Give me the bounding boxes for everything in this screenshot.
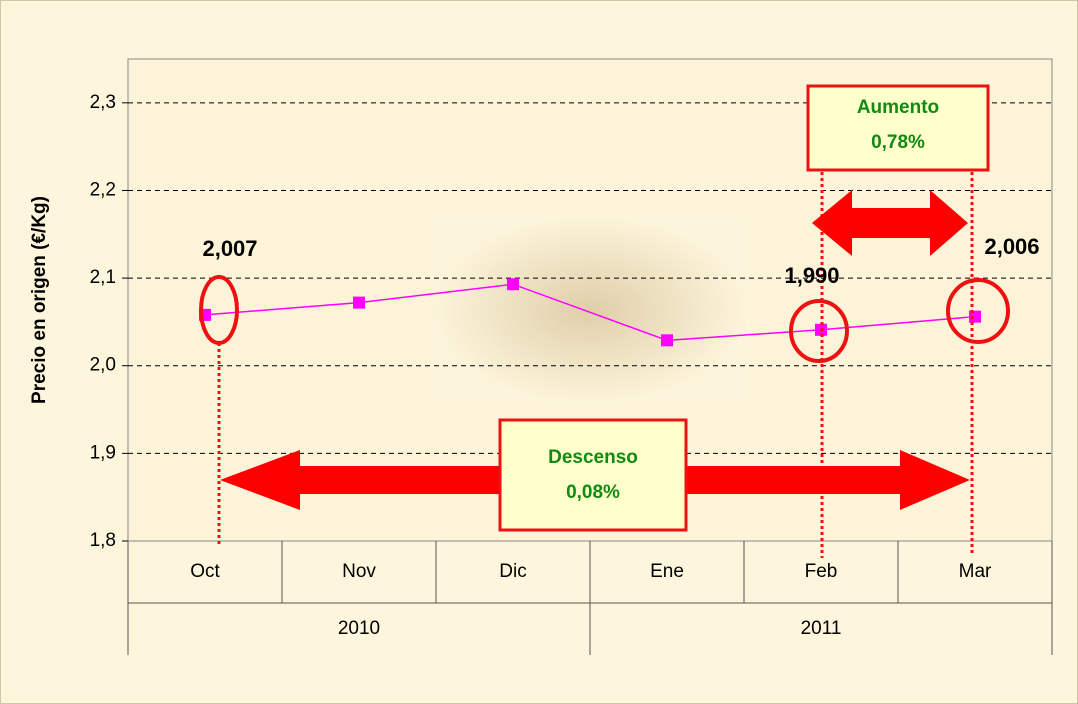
group-label: 2011 [801, 618, 842, 639]
callout-box [806, 84, 990, 172]
y-tick-label: 2,1 [90, 267, 116, 288]
marker [661, 334, 673, 347]
marker [969, 310, 981, 323]
x-tick-label: Mar [959, 561, 992, 582]
plot-shade [430, 215, 750, 405]
x-tick-label: Dic [499, 561, 526, 582]
x-tick-label: Oct [190, 561, 220, 582]
highlights [199, 172, 1010, 558]
y-tick-label: 1,8 [90, 530, 116, 551]
group-label: 2010 [338, 618, 380, 639]
x-tick-label: Feb [805, 561, 838, 582]
arrow [812, 190, 968, 256]
annotation: Descenso [548, 447, 638, 468]
y-tick-label: 2,0 [90, 355, 116, 376]
annotation: 2,007 [202, 236, 257, 261]
annotation: Aumento [857, 97, 939, 118]
x-tick-label: Nov [342, 561, 376, 582]
circle [946, 278, 1010, 344]
annotation: 0,08% [566, 482, 620, 503]
x-tick-label: Ene [650, 561, 684, 582]
annotation: 1,990 [784, 263, 839, 288]
circle [789, 299, 849, 363]
y-tick-label: 2,3 [90, 92, 116, 113]
marker [507, 278, 519, 291]
annotation: 2,006 [984, 234, 1039, 259]
annotation: 0,78% [871, 132, 925, 153]
callout-box [498, 418, 688, 532]
y-tick-label: 1,9 [90, 442, 116, 463]
y-axis-label: Precio en origen (€/Kg) [29, 196, 50, 404]
y-tick-label: 2,2 [90, 179, 116, 200]
marker [353, 296, 365, 309]
